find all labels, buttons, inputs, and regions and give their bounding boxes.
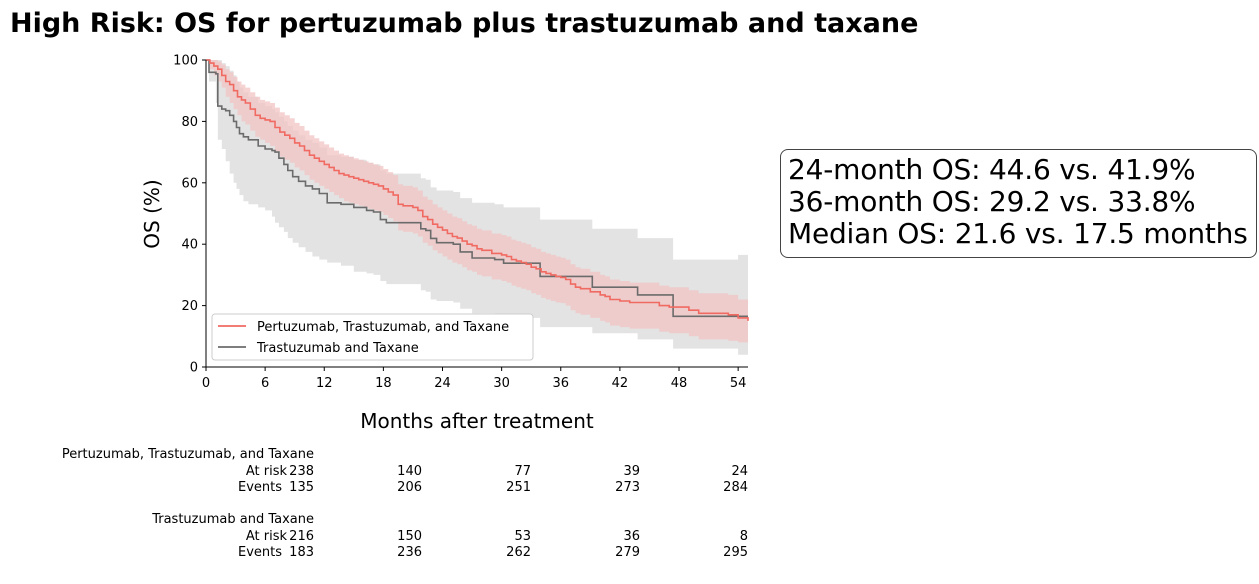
y-tick-label-20: 20	[181, 299, 198, 314]
risk-0-atrisk-4: 24	[731, 464, 748, 479]
ci-bands	[206, 60, 748, 358]
risk-1-events-0: 183	[289, 545, 314, 560]
risk-group-1-events-label: Events	[238, 545, 282, 560]
x-tick-label-54: 54	[730, 376, 747, 391]
y-axis-label: OS (%)	[140, 179, 164, 248]
risk-group-1-values: 216 150 53 36 8 183 236 262 279 295	[289, 529, 748, 560]
x-tick-label-0: 0	[202, 376, 210, 391]
risk-group-0-atrisk-label: At risk	[246, 464, 288, 479]
risk-1-events-4: 295	[723, 545, 748, 560]
summary-line-36-month: 36-month OS: 29.2 vs. 33.8%	[788, 185, 1196, 218]
survival-curve-0	[206, 59, 749, 321]
x-tick-label-36: 36	[552, 376, 569, 391]
risk-1-atrisk-1: 150	[397, 529, 422, 544]
summary-line-24-month: 24-month OS: 44.6 vs. 41.9%	[788, 153, 1196, 186]
risk-0-events-4: 284	[723, 480, 748, 495]
risk-0-atrisk-0: 238	[289, 464, 314, 479]
legend: Pertuzumab, Trastuzumab, and Taxane Tras…	[211, 313, 534, 361]
risk-group-0-events-label: Events	[238, 480, 282, 495]
axes: 0 20 40 60 80 100 0 6 12 18 24 30 36 42 48 54	[173, 54, 748, 391]
risk-1-atrisk-0: 216	[289, 529, 314, 544]
y-tick-label-100: 100	[173, 54, 198, 69]
risk-group-1-atrisk-label: At risk	[246, 529, 288, 544]
risk-0-events-3: 273	[615, 480, 640, 495]
x-tick-label-48: 48	[671, 376, 688, 391]
chart-title: High Risk: OS for pertuzumab plus trastu…	[10, 8, 918, 39]
y-tick-label-40: 40	[181, 238, 198, 253]
legend-label-0: Pertuzumab, Trastuzumab, and Taxane	[257, 320, 509, 335]
risk-group-0-values: 238 140 77 39 24 135 206 251 273 284	[289, 464, 748, 495]
risk-1-atrisk-4: 8	[740, 529, 748, 544]
risk-table: Pertuzumab, Trastuzumab, and Taxane At r…	[62, 447, 748, 560]
survival-curves	[206, 59, 749, 321]
y-tick-label-80: 80	[181, 115, 198, 130]
summary-line-median: Median OS: 21.6 vs. 17.5 months	[788, 217, 1248, 250]
risk-group-0-name: Pertuzumab, Trastuzumab, and Taxane	[62, 447, 314, 462]
risk-1-atrisk-2: 53	[514, 529, 531, 544]
x-tick-label-18: 18	[375, 376, 392, 391]
x-axis-label: Months after treatment	[360, 409, 594, 433]
risk-0-atrisk-1: 140	[397, 464, 422, 479]
risk-0-atrisk-3: 39	[623, 464, 640, 479]
risk-0-events-0: 135	[289, 480, 314, 495]
y-tick-label-0: 0	[190, 361, 198, 376]
survival-curve-1	[206, 59, 748, 318]
legend-label-1: Trastuzumab and Taxane	[256, 341, 419, 356]
risk-1-atrisk-3: 36	[623, 529, 640, 544]
x-tick-label-30: 30	[493, 376, 510, 391]
risk-group-1-name: Trastuzumab and Taxane	[151, 512, 314, 527]
risk-1-events-2: 262	[506, 545, 531, 560]
risk-0-events-2: 251	[506, 480, 531, 495]
x-tick-label-12: 12	[316, 376, 333, 391]
x-tick-label-6: 6	[261, 376, 269, 391]
x-tick-label-24: 24	[434, 376, 451, 391]
risk-0-atrisk-2: 77	[514, 464, 531, 479]
legend-frame	[211, 313, 534, 361]
summary-annotation-box: 24-month OS: 44.6 vs. 41.9% 36-month OS:…	[780, 149, 1257, 258]
x-tick-label-42: 42	[612, 376, 629, 391]
y-tick-label-60: 60	[181, 176, 198, 191]
risk-0-events-1: 206	[397, 480, 422, 495]
risk-1-events-1: 236	[397, 545, 422, 560]
risk-1-events-3: 279	[615, 545, 640, 560]
